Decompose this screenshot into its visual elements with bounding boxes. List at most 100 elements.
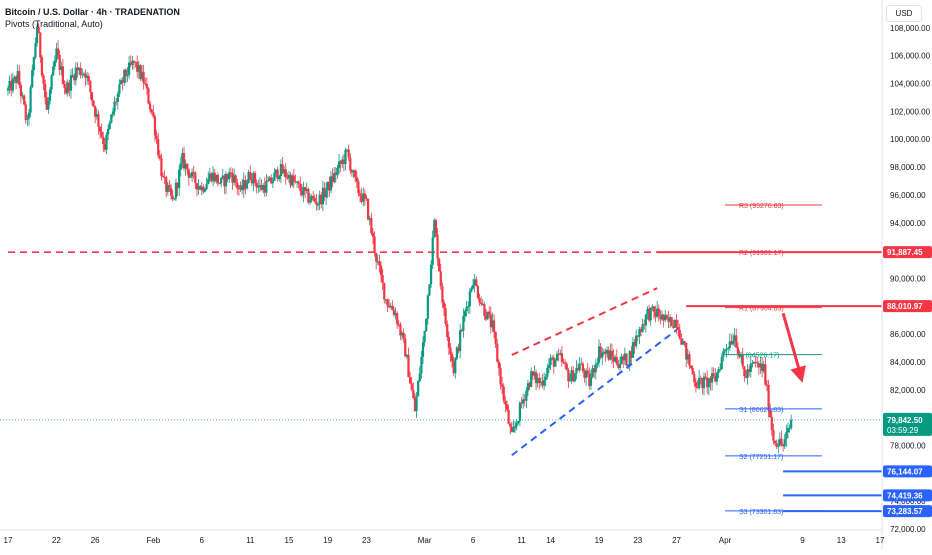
candle-body [722,351,725,357]
candle-body [31,70,34,88]
candle-body [585,370,588,378]
candle-body [730,341,733,345]
candle-body [481,303,484,305]
candle-body [242,180,245,191]
candle-body [136,62,139,72]
candle-body [460,330,463,332]
candle-body [589,376,593,386]
candle-body [321,187,324,205]
candle-body [657,308,660,317]
time-tick-label: 26 [91,536,100,545]
candle-body [358,193,362,196]
candle-body [497,361,501,368]
candle-body [484,315,488,320]
candle-body [533,372,536,376]
candle-body [236,182,239,189]
candle-body [596,362,599,365]
candle-body [55,48,58,61]
candle-body [379,265,383,276]
candle-body [751,363,754,365]
candle-body [565,363,568,370]
candle-body [544,376,547,381]
candle-body [13,76,16,79]
time-tick-label: 6 [200,536,205,545]
level-price-badge-text: 91,887.45 [887,248,923,257]
candle-body [772,429,775,441]
candle-body [555,353,559,361]
candle-body [681,341,685,345]
pivot-label: R3 (95276.83) [739,203,784,210]
candle-body [446,324,449,337]
time-tick-label: 11 [517,536,526,545]
candle-body [400,332,404,336]
candle-body [94,106,97,117]
down-arrow-icon [790,365,806,383]
candle-body [115,101,118,103]
candle-body [462,316,465,331]
candle-body [110,114,113,123]
candle-body [18,71,21,86]
candle-body [326,181,329,191]
candle-body [142,71,145,84]
candle-body [744,376,748,378]
candle-body [623,353,626,361]
candle-body [216,174,220,184]
candle-body [405,354,408,357]
candle-body [220,177,223,184]
time-tick-label: 23 [633,536,642,545]
candle-body [428,284,431,296]
candle-body [539,381,542,384]
candle-body [268,177,271,181]
candle-body [517,420,520,424]
candle-body [173,198,176,200]
currency-button[interactable]: USD [886,5,922,22]
candle-body [255,182,258,188]
candle-body [654,311,657,317]
candle-body [719,369,722,371]
candle-body [274,169,278,173]
candle-body [480,302,483,304]
candle-body [628,351,631,366]
candle-body [129,62,132,65]
candle-body [593,368,596,373]
price-tick-label: 104,000.00 [890,80,931,89]
level-price-badge-text: 73,283.57 [887,507,923,516]
candle-body [153,116,157,136]
candle-body [778,438,781,446]
candle-body [748,369,751,372]
candle-body [761,363,764,372]
pivot-label: S1 (80626.83) [739,407,783,414]
candle-body [224,174,228,187]
candle-body [483,303,486,316]
candle-body [8,80,11,89]
candle-body [325,190,328,198]
candle-body [119,80,123,85]
level-price-badge [883,505,932,518]
candle-body [95,114,98,117]
candle-body [381,275,384,283]
candle-body [673,319,677,328]
candle-body [107,128,110,135]
candle-body [375,252,378,262]
price-tick-label: 74,000.00 [890,497,926,506]
candle-body [334,172,337,176]
candle-body [552,357,555,367]
indicator-label[interactable]: Pivots (Traditional, Auto) [5,19,103,29]
candle-body [612,356,615,362]
candle-body [620,356,623,365]
candle-body [786,428,790,433]
candle-body [98,127,102,132]
candle-body [249,172,252,180]
candle-body [218,183,221,185]
candle-body [752,361,756,364]
candle-body [421,342,425,357]
time-tick-label: 17 [4,536,13,545]
time-tick-label: 27 [672,536,681,545]
candle-body [601,353,604,358]
candle-body [291,175,294,186]
candle-body [699,377,702,379]
candle-body [11,78,14,91]
candle-body [404,338,407,357]
